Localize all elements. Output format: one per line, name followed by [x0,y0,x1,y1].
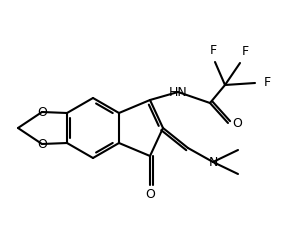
Text: O: O [37,138,47,150]
Text: O: O [37,105,47,119]
Text: O: O [232,118,242,130]
Text: HN: HN [169,86,187,98]
Text: O: O [145,188,155,200]
Text: F: F [209,44,216,57]
Text: F: F [241,45,248,58]
Text: F: F [264,76,271,88]
Text: N: N [208,156,218,168]
